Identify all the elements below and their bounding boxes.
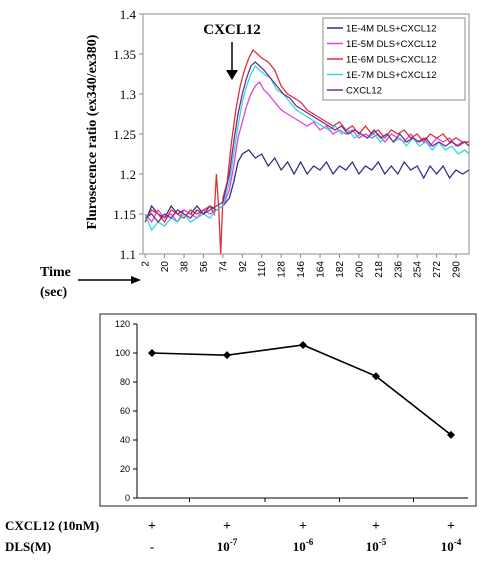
bottom-y-axis: 0 20 40 60 80 100 120 (115, 319, 138, 503)
top-y-tick-label: 1.4 (120, 7, 137, 22)
top-y-tick-label: 1.15 (113, 207, 136, 222)
time-arrow-head (131, 276, 141, 284)
top-y-tick-label: 1.35 (113, 47, 136, 62)
bottom-data-point (447, 430, 455, 439)
table-dls-cell: 10-4 (441, 537, 462, 554)
top-x-tick-label: 200 (354, 261, 365, 278)
top-legend-box (322, 17, 466, 101)
top-x-axis-label-sec: (sec) (40, 285, 68, 300)
top-x-tick-label: 146 (296, 261, 307, 278)
top-x-tick-label: 236 (393, 261, 404, 278)
top-legend-label: 1E-5M DLS+CXCL12 (346, 39, 437, 50)
table-cxcl12-cell: + (148, 519, 156, 534)
bottom-y-tick-label: 100 (115, 348, 130, 358)
top-legend-label: CXCL12 (346, 86, 382, 97)
top-x-tick-label: 2 (141, 261, 152, 267)
condition-table: CXCL12 (10nM) DLS(M) + + + + + - 10-7 10-6 10-5 1… (5, 518, 462, 554)
top-x-tick-label: 38 (180, 261, 191, 273)
table-dls-cell: 10-6 (293, 537, 314, 554)
top-y-axis-label: Flurosecence ratio (ex340/ex380) (85, 34, 100, 229)
top-x-tick-label: 290 (452, 261, 463, 278)
top-series-line-5 (144, 61, 470, 224)
top-y-tick-label: 1.25 (113, 127, 136, 142)
top-x-tick-label: 164 (316, 261, 327, 278)
table-dls-cell: - (150, 539, 154, 554)
top-y-tick-label: 1.2 (120, 167, 136, 182)
table-dls-cell: 10-5 (366, 537, 387, 554)
top-legend-label: 1E-4M DLS+CXCL12 (346, 24, 437, 35)
bottom-x-axis (189, 498, 414, 502)
top-line-chart: 1.1 1.15 1.2 1.25 1.3 1.35 1.4 2 20 38 56 74 92 110 1… (40, 7, 470, 300)
bottom-y-tick-label: 20 (120, 464, 130, 474)
bottom-y-tick-label: 60 (120, 406, 130, 416)
top-x-axis-label-time: Time (40, 265, 71, 280)
top-y-tick-label: 1.3 (120, 87, 136, 102)
top-y-tick-label: 1.1 (120, 247, 136, 262)
table-dls-cell: 10-7 (217, 537, 238, 554)
top-x-tick-label: 254 (413, 261, 424, 278)
top-x-tick-label: 74 (218, 261, 229, 273)
top-series-line-1 (144, 149, 470, 223)
top-x-tick-label: 218 (374, 261, 385, 278)
top-legend: 1E-4M DLS+CXCL12 1E-5M DLS+CXCL12 1E-6M DL… (322, 17, 466, 101)
bottom-data-point (372, 372, 380, 381)
top-x-tick-label: 92 (238, 261, 249, 273)
table-cells: + + + + + - 10-7 10-6 10-5 10-4 (148, 519, 462, 554)
top-x-tick-label: 182 (335, 261, 346, 278)
top-x-tick-label: 128 (277, 261, 288, 278)
bottom-y-tick-label: 120 (115, 319, 130, 329)
bottom-data-point (223, 351, 231, 360)
top-legend-label: 1E-7M DLS+CXCL12 (346, 70, 437, 81)
top-x-tick-label: 56 (199, 261, 210, 273)
bottom-line-chart: 0 20 40 60 80 100 120 (99, 313, 477, 507)
table-row-label-dls: DLS(M) (5, 539, 51, 554)
top-legend-label: 1E-6M DLS+CXCL12 (346, 55, 437, 66)
table-cxcl12-cell: + (299, 519, 307, 534)
bottom-y-tick-label: 40 (120, 435, 130, 445)
top-x-axis: 2 20 38 56 74 92 110 128 146 164 182 200 218 236 254 27… (141, 254, 463, 278)
table-cxcl12-cell: + (447, 519, 455, 534)
bottom-outer-frame (99, 313, 477, 507)
top-series-group (144, 48, 470, 255)
cxcl12-annotation-arrow-head (226, 70, 238, 80)
bottom-y-tick-label: 0 (125, 493, 130, 503)
top-y-axis: 1.1 1.15 1.2 1.25 1.3 1.35 1.4 (113, 7, 143, 262)
bottom-series-group (148, 341, 455, 439)
table-cxcl12-cell: + (223, 519, 231, 534)
cxcl12-annotation: CXCL12 (203, 22, 261, 38)
top-x-tick-label: 272 (432, 261, 443, 278)
bottom-y-tick-label: 80 (120, 377, 130, 387)
bottom-data-point (299, 341, 307, 350)
top-series-line-3 (144, 48, 469, 255)
table-row-label-cxcl12: CXCL12 (10nM) (5, 518, 99, 533)
table-cxcl12-cell: + (372, 519, 380, 534)
bottom-data-point (148, 349, 156, 357)
top-x-tick-label: 110 (257, 261, 268, 277)
top-x-tick-label: 20 (160, 261, 171, 273)
